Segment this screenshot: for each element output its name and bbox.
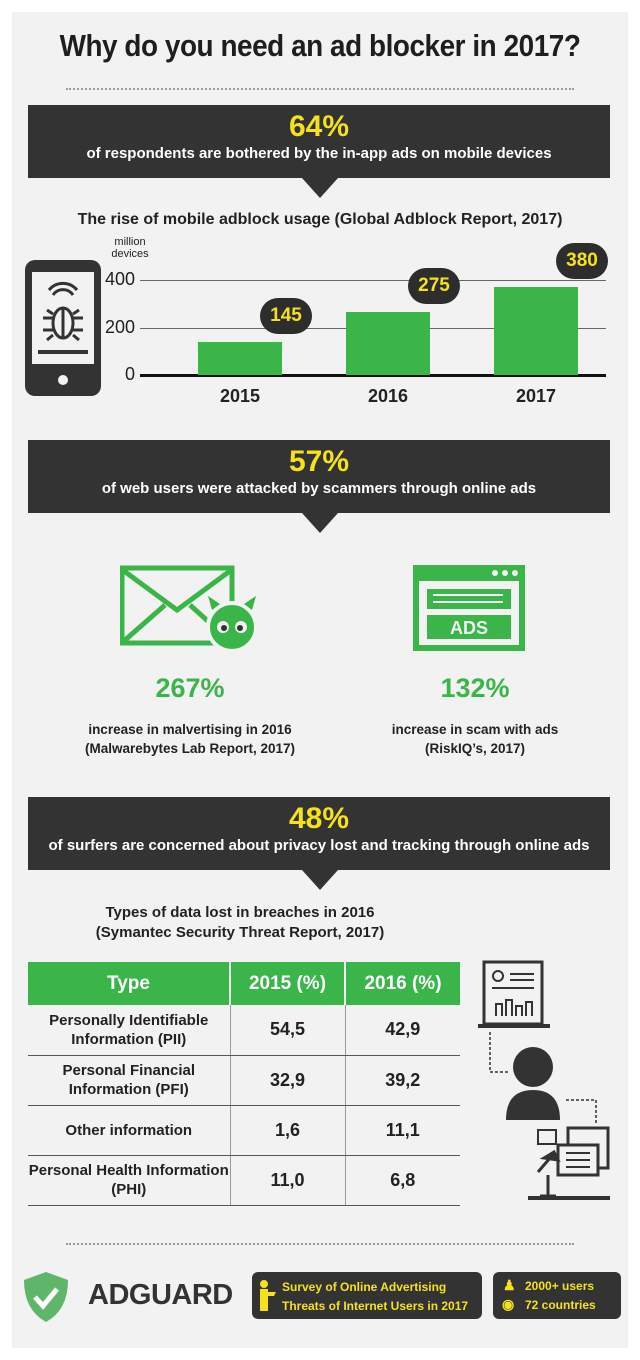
banner-57: 57% of web users were attacked by scamme… — [28, 440, 610, 513]
data-table: Type 2015 (%) 2016 (%) Personally Identi… — [28, 962, 460, 1206]
stat-value: 132% — [440, 673, 510, 703]
value-cell: 42,9 — [345, 1005, 460, 1056]
x-tick-label: 2016 — [367, 386, 409, 406]
y-tick-label: 400 — [104, 269, 135, 289]
caption-line: (Malwarebytes Lab Report, 2017) — [84, 741, 296, 756]
data-label: 275 — [408, 267, 460, 304]
table-row: Personal Financial Information (PFI) 32,9… — [28, 1055, 460, 1106]
gridline — [140, 280, 606, 281]
stats-badge: ♟ 2000+ users ◉ 72 countries — [493, 1272, 621, 1319]
value-cell: 1,6 — [230, 1105, 346, 1156]
data-label: 380 — [556, 243, 608, 280]
caption-line: (RiskIQ’s, 2017) — [424, 741, 526, 756]
survey-badge: Survey of Online Advertising Threats of … — [252, 1272, 482, 1319]
chart-title: The rise of mobile adblock usage (Global… — [77, 211, 563, 228]
divider — [66, 88, 574, 90]
column-header: 2016 (%) — [345, 962, 460, 1005]
survey-line: Survey of Online Advertising — [282, 1280, 447, 1294]
value-cell: 39,2 — [345, 1055, 460, 1106]
bar — [494, 287, 578, 375]
table-row: Other information 1,6 11,1 — [28, 1105, 460, 1156]
caption-line: increase in malvertising in 2016 — [88, 722, 292, 737]
y-axis-label: million devices — [111, 236, 149, 260]
phone-bug-icon — [25, 260, 101, 396]
banner-64: 64% of respondents are bothered by the i… — [28, 105, 610, 178]
banner-text: of web users were attacked by scammers t… — [101, 480, 537, 497]
data-label: 145 — [260, 297, 312, 334]
banner-48: 48% of surfers are concerned about priva… — [28, 797, 610, 870]
type-cell: Other information — [28, 1105, 231, 1156]
table-row: Personal Health Information (PHI) 11,0 6,8 — [28, 1155, 460, 1206]
ads-label: ADS — [450, 618, 488, 638]
speaker-person-icon — [260, 1280, 276, 1311]
column-header: 2015 (%) — [230, 962, 346, 1005]
brand-name: ADGUARD — [88, 1279, 233, 1311]
bar — [346, 311, 430, 375]
caption-line: increase in scam with ads — [391, 722, 559, 737]
type-cell: Personally Identifiable Information (PII… — [28, 1005, 231, 1056]
y-tick-label: 0 — [124, 364, 135, 384]
table-row: Personally Identifiable Information (PII… — [28, 1005, 460, 1056]
value-cell: 11,1 — [345, 1105, 460, 1156]
y-tick-label: 200 — [104, 316, 135, 337]
x-tick-label: 2017 — [515, 386, 557, 406]
stat-caption: increase in scam with ads (RiskIQ’s, 2017… — [325, 720, 625, 758]
table-title-line: (Symantec Security Threat Report, 2017) — [95, 924, 385, 941]
banner-text: of surfers are concerned about privacy l… — [48, 837, 590, 854]
x-axis — [140, 374, 606, 377]
column-header: Type — [28, 962, 231, 1005]
globe-icon: ◉ — [502, 1296, 515, 1312]
value-cell: 11,0 — [230, 1155, 346, 1206]
type-cell: Personal Health Information (PHI) — [28, 1155, 231, 1206]
table-title-line: Types of data lost in breaches in 2016 — [105, 904, 375, 921]
user-icon: ♟ — [503, 1277, 516, 1293]
value-cell: 32,9 — [230, 1055, 346, 1106]
bar — [198, 341, 282, 375]
banner-pct: 57% — [288, 445, 350, 478]
value-cell: 6,8 — [345, 1155, 460, 1206]
envelope-devil-icon — [120, 565, 258, 653]
users-count: 2000+ users — [525, 1279, 595, 1293]
stat-value: 267% — [155, 673, 225, 703]
countries-count: 72 countries — [525, 1298, 596, 1312]
data-breach-illustration — [478, 960, 610, 1200]
table-title: Types of data lost in breaches in 2016 (… — [40, 903, 440, 943]
type-cell: Personal Financial Information (PFI) — [28, 1055, 231, 1106]
adguard-shield-logo — [24, 1272, 68, 1322]
divider — [66, 1243, 574, 1245]
banner-text: of respondents are bothered by the in-ap… — [86, 145, 552, 162]
banner-pointer — [302, 513, 338, 533]
survey-line: Threats of Internet Users in 2017 — [282, 1299, 469, 1313]
banner-pointer — [302, 178, 338, 198]
stat-caption: increase in malvertising in 2016 (Malware… — [40, 720, 340, 758]
x-tick-label: 2015 — [219, 386, 261, 406]
banner-pct: 48% — [288, 802, 350, 835]
ads-window-icon: ADS — [413, 565, 525, 651]
page-title: Why do you need an ad blocker in 2017? — [59, 28, 581, 63]
banner-pct: 64% — [288, 110, 350, 143]
value-cell: 54,5 — [230, 1005, 346, 1056]
banner-pointer — [302, 870, 338, 890]
